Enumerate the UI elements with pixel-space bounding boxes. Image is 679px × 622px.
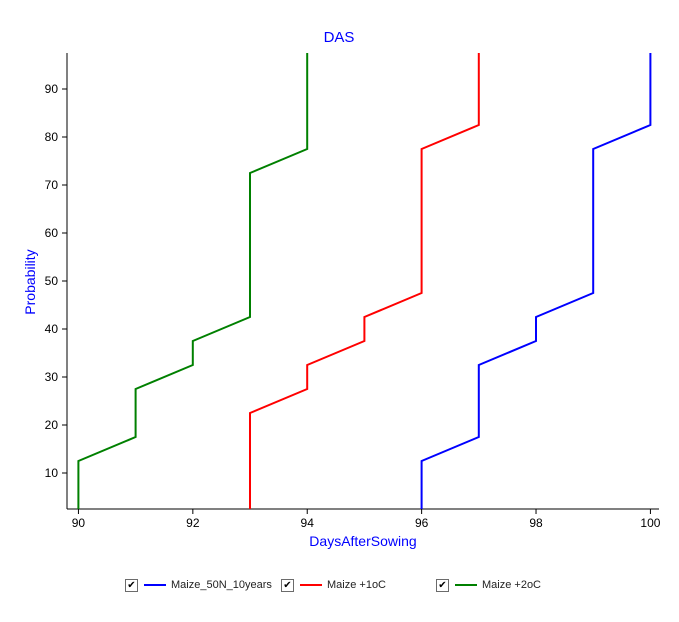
plot-area [77, 53, 652, 509]
x-tick-label: 100 [640, 516, 660, 530]
x-tick-label: 90 [72, 516, 86, 530]
y-tick-label: 10 [45, 466, 59, 480]
y-tick-label: 80 [45, 130, 59, 144]
legend-item-series-2[interactable]: ✔ Maize +1oC [281, 577, 386, 593]
y-tick-label: 60 [45, 226, 59, 240]
y-tick-label: 90 [45, 82, 59, 96]
x-tick-label: 92 [186, 516, 200, 530]
x-tick-label: 98 [529, 516, 543, 530]
chart-title: DAS [324, 29, 355, 46]
chart: DAS 10 20 30 40 50 60 70 80 90 90 92 94 96 98 100 Day… [22, 29, 661, 549]
legend-checkbox[interactable]: ✔ [125, 578, 138, 592]
legend-label: Maize_50N_10years [171, 579, 272, 591]
y-axis: 10 20 30 40 50 60 70 80 90 [45, 53, 68, 509]
x-tick-label: 96 [415, 516, 429, 530]
x-tick-label: 94 [301, 516, 315, 530]
y-axis-label: Probability [22, 249, 38, 314]
series-line-2 [249, 53, 480, 509]
series-line-1 [420, 53, 652, 509]
legend-swatch [455, 584, 477, 586]
y-tick-label: 30 [45, 370, 59, 384]
legend-swatch [300, 584, 322, 586]
legend-label: Maize +2oC [482, 579, 542, 591]
x-axis: 90 92 94 96 98 100 [67, 508, 661, 530]
legend-label: Maize +1oC [327, 579, 387, 591]
chart-legend: ✔ Maize_50N_10years ✔ Maize +1oC ✔ Maize… [0, 577, 679, 595]
legend-item-series-3[interactable]: ✔ Maize +2oC [436, 577, 541, 593]
y-tick-label: 20 [45, 418, 59, 432]
legend-swatch [144, 584, 166, 586]
legend-checkbox[interactable]: ✔ [281, 578, 294, 592]
y-tick-label: 40 [45, 322, 59, 336]
y-tick-label: 50 [45, 274, 59, 288]
y-tick-label: 70 [45, 178, 59, 192]
legend-checkbox[interactable]: ✔ [436, 578, 449, 592]
x-axis-label: DaysAfterSowing [309, 533, 416, 549]
series-line-3 [77, 53, 309, 509]
legend-item-series-1[interactable]: ✔ Maize_50N_10years [125, 577, 272, 593]
